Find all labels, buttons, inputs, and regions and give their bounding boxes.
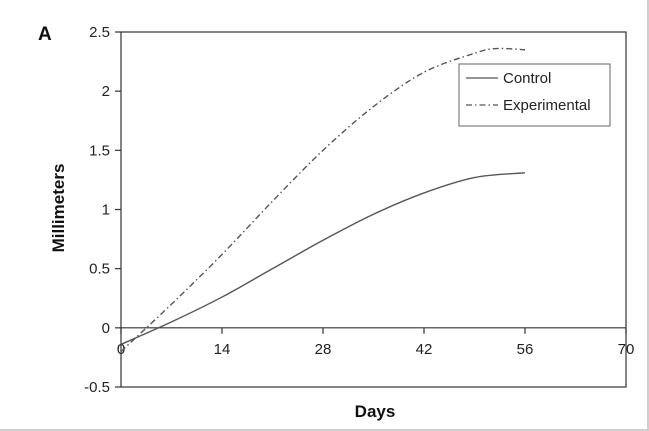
series-line-experimental <box>120 47 526 353</box>
y-tick-label: 1.5 <box>89 142 110 159</box>
legend-label-control: Control <box>503 70 551 87</box>
x-tick-label: 14 <box>214 341 231 358</box>
legend: Control Experimental <box>458 63 611 127</box>
x-tick-label: 0 <box>117 341 125 358</box>
y-tick-label: 1 <box>102 202 110 219</box>
x-tick-label: 42 <box>416 341 433 358</box>
series-line-control <box>120 172 526 346</box>
x-tick-label: 28 <box>315 341 332 358</box>
y-axis: -0.5 0 0.5 1 1.5 2 2.5 <box>84 24 121 396</box>
y-tick-label: 2 <box>102 83 110 100</box>
x-axis: 0 14 28 42 56 70 <box>117 327 635 358</box>
y-axis-title: Millimeters <box>49 164 68 253</box>
y-tick-label: 0.5 <box>89 261 110 278</box>
y-tick-label: -0.5 <box>84 379 110 396</box>
y-tick-label: 2.5 <box>89 24 110 41</box>
legend-box <box>458 63 611 127</box>
x-tick-label: 56 <box>517 341 534 358</box>
legend-label-experimental: Experimental <box>503 97 591 114</box>
series-layer <box>120 47 526 353</box>
x-tick-label: 70 <box>618 341 635 358</box>
x-axis-title: Days <box>355 402 396 421</box>
panel-label: A <box>38 24 52 45</box>
y-tick-label: 0 <box>102 320 110 337</box>
